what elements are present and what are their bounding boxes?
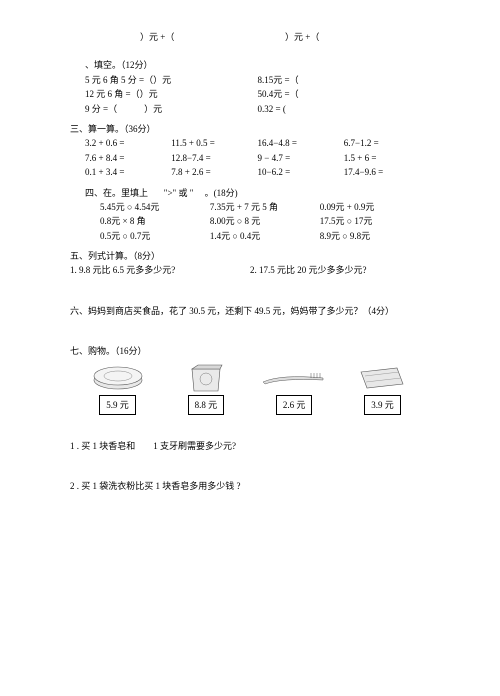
s3-r2c1: 7.6 + 8.4 = [85,151,171,165]
s3-r3c2: 7.8 + 2.6 = [171,165,257,179]
s4-r1c3: 0.09元 + 0.9元 [320,200,430,214]
s2-right-col: 8.15元 =（ 50.4元 =（ 0.32 = ( [258,73,431,116]
top-frag-a: ）元 +（ [140,30,285,44]
s5-q2: 2. 17.5 元比 20 元少多多少元? [250,263,430,277]
s3-r2c2: 12.8−7.4 = [171,151,257,165]
s4-r1c2: 7.35元 + 7 元 5 角 [210,200,320,214]
section-2-title: 、填空。（12分） [85,58,430,72]
s3-r1c3: 16.4−4.8 = [258,136,344,150]
section-4-grid: 5.45元 ○ 4.54元 7.35元 + 7 元 5 角 0.09元 + 0.… [100,200,430,243]
section-4-title: 四、在。里填上 ">" 或 " 。(18分) [85,186,430,200]
s4-r2c2: 8.00元 ○ 8 元 [210,214,320,228]
detergent-icon [168,363,243,393]
s5-q1: 1. 9.8 元比 6.5 元多多少元? [70,263,250,277]
s4-r3c1: 0.5元 ○ 0.7元 [100,229,210,243]
s3-r1c1: 3.2 + 0.6 = [85,136,171,150]
shop-item-soap: 5.9 元 [80,363,155,415]
s3-r3c1: 0.1 + 3.4 = [85,165,171,179]
section-3-grid: 3.2 + 0.6 = 11.5 + 0.5 = 16.4−4.8 = 6.7−… [85,136,430,179]
s2-l-3: 9 分 =（ ）元 [85,102,258,116]
section-6-text: 六、妈妈到商店买食品，花了 30.5 元，还剩下 49.5 元，妈妈带了多少元？… [70,304,430,318]
s3-r3c3: 10−6.2 = [258,165,344,179]
s4-r2c3: 17.5元 ○ 17元 [320,214,430,228]
shop-item-towel: 3.9 元 [345,363,420,415]
s3-r2c3: 9 − 4.7 = [258,151,344,165]
s2-l-2: 12 元 6 角 =（）元 [85,87,258,101]
s4-r3c3: 8.9元 ○ 9.8元 [320,229,430,243]
s3-r1c4: 6.7−1.2 = [344,136,430,150]
soap-icon [80,363,155,393]
s3-r3c4: 17.4−9.6 = [344,165,430,179]
price-toothbrush: 2.6 元 [276,395,313,415]
worksheet-page: ）元 +（ ）元 +（ 、填空。（12分） 5 元 6 角 5 分 =（）元 1… [0,0,500,534]
s7-q1: 1 . 买 1 块香皂和 1 支牙刷需要多少元? [70,439,430,453]
shop-items-row: 5.9 元 8.8 元 [80,363,420,415]
price-soap: 5.9 元 [99,395,136,415]
s2-l-1: 5 元 6 角 5 分 =（）元 [85,73,258,87]
section-5-title: 五、列式计算。（8分） [70,249,430,263]
s4-title-b: ">" 或 " [164,188,194,198]
top-fragment-row: ）元 +（ ）元 +（ [140,30,430,44]
s2-r-2: 50.4元 =（ [258,87,431,101]
s3-r2c4: 1.5 + 6 = [344,151,430,165]
section-5-body: 1. 9.8 元比 6.5 元多多少元? 2. 17.5 元比 20 元少多多少… [70,263,430,277]
shop-item-detergent: 8.8 元 [168,363,243,415]
shop-item-toothbrush: 2.6 元 [257,363,332,415]
s2-left-col: 5 元 6 角 5 分 =（）元 12 元 6 角 =（）元 9 分 =（ ）元 [85,73,258,116]
s4-title-a: 四、在。里填上 [85,188,148,198]
s4-r2c1: 0.8元 × 8 角 [100,214,210,228]
section-3-title: 三、算一算。（36分） [70,122,430,136]
s3-r1c2: 11.5 + 0.5 = [171,136,257,150]
s4-r1c1: 5.45元 ○ 4.54元 [100,200,210,214]
s2-r-1: 8.15元 =（ [258,73,431,87]
section-2-body: 5 元 6 角 5 分 =（）元 12 元 6 角 =（）元 9 分 =（ ）元… [85,73,430,116]
towel-icon [345,363,420,393]
s2-r-3: 0.32 = ( [258,102,431,116]
section-7-title: 七、购物。（16分） [70,344,430,358]
s4-r3c2: 1.4元 ○ 0.4元 [210,229,320,243]
s4-title-c: 。(18分) [205,188,238,198]
top-frag-b: ）元 +（ [285,30,430,44]
price-detergent: 8.8 元 [188,395,225,415]
price-towel: 3.9 元 [364,395,401,415]
s7-q2: 2 . 买 1 袋洗衣粉比买 1 块香皂多用多少钱 ? [70,479,430,493]
toothbrush-icon [257,363,332,393]
